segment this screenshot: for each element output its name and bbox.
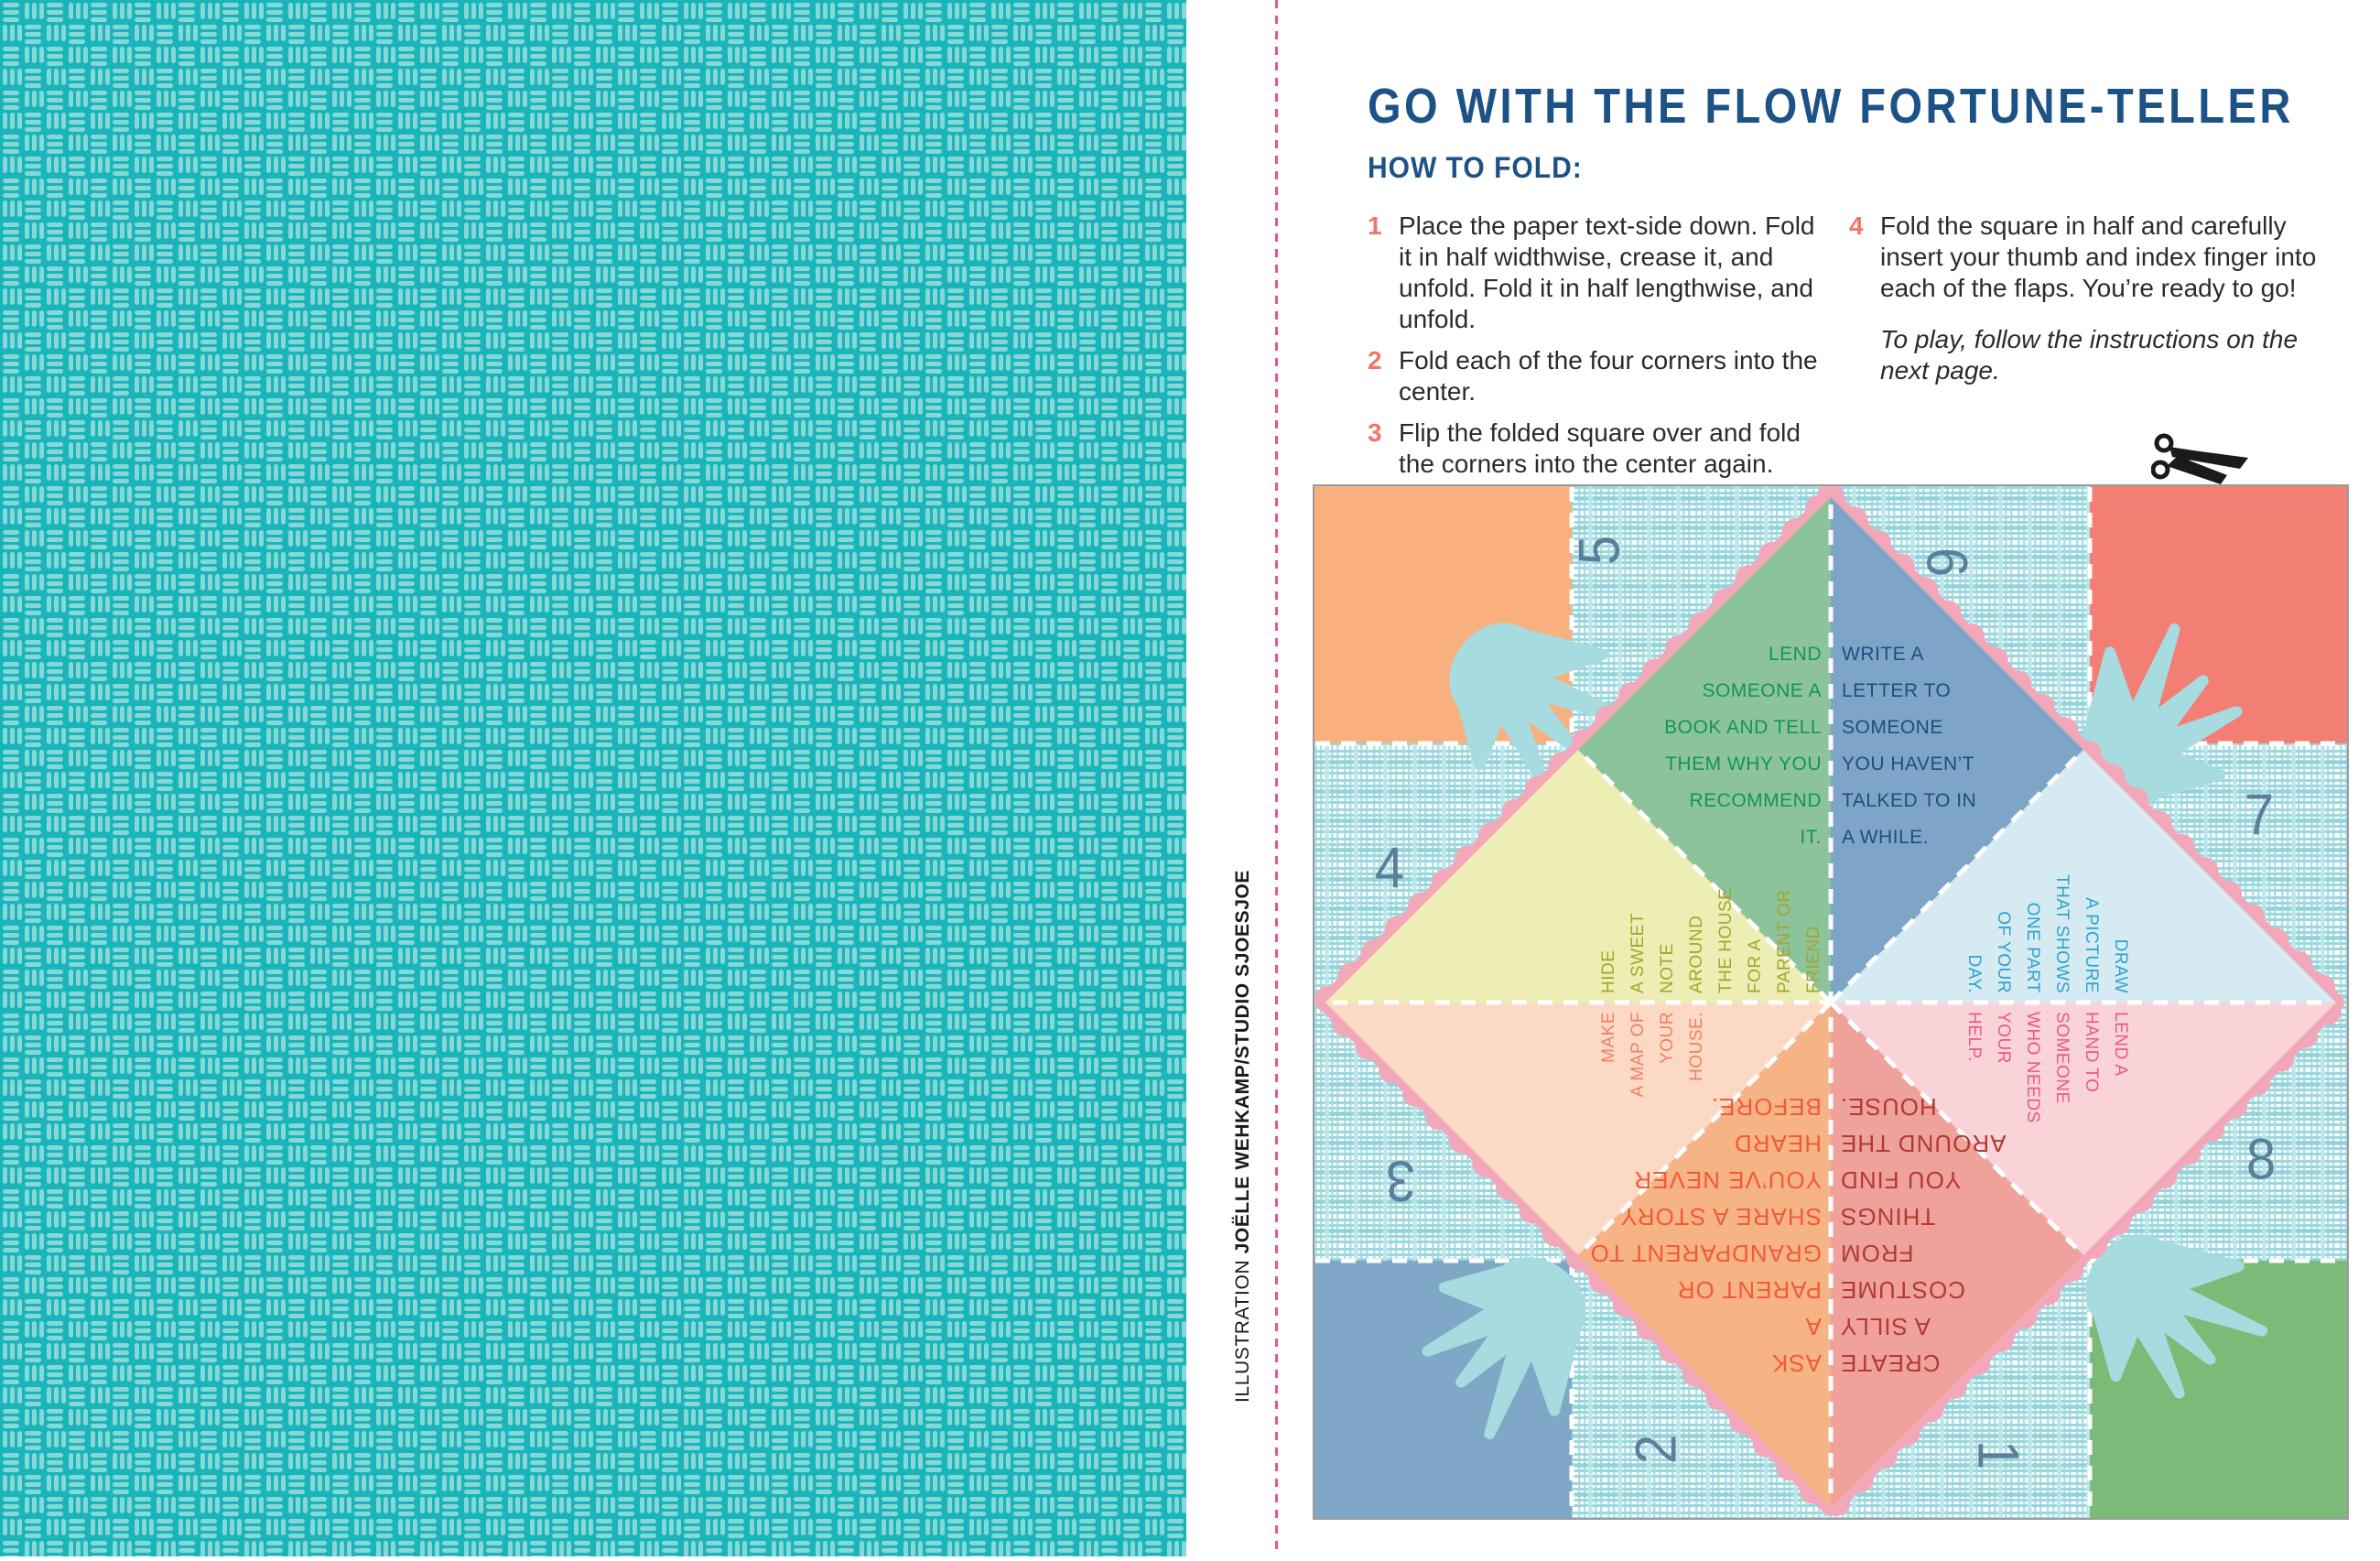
fold-step-4: 4 Fold the square in half and carefully … [1849, 211, 2318, 304]
step-number: 4 [1849, 211, 1864, 240]
prompt-lend-book: LEND SOMEONE A BOOK AND TELL THEM WHY YO… [1664, 644, 1822, 848]
corner-square-top-right [2090, 484, 2349, 743]
credit-name: JOËLLE WEHKAMP/STUDIO SJOESJOE [1232, 869, 1253, 1254]
prompt-hide-note: HIDE A SWEET NOTE AROUND THE HOUSE FOR A… [1599, 887, 1823, 993]
prompt-draw-picture: DRAW A PICTURE THAT SHOWS ONE PART OF YO… [1964, 874, 2130, 993]
cut-guide-dashed-line [1275, 0, 1278, 1556]
section-subtitle: HOW TO FOLD: [1368, 152, 1583, 185]
fold-steps-column-1: 1 Place the paper text-side down. Fold i… [1368, 211, 1820, 490]
triangle-right-top-inner [1831, 750, 2336, 1003]
teal-pattern-page [0, 0, 1186, 1556]
page-title: GO WITH THE FLOW FORTUNE-TELLER [1368, 78, 2294, 134]
play-note: To play, follow the instructions on the … [1880, 325, 2299, 385]
flap-number-6: 6 [1914, 547, 1979, 578]
step-text: Flip the folded square over and fold the… [1399, 418, 1801, 478]
basket-weave-pattern [0, 0, 1186, 1556]
fold-step-1: 1 Place the paper text-side down. Fold i… [1368, 211, 1820, 335]
credit-label: ILLUSTRATION [1232, 1253, 1253, 1403]
diamond-fold-guides [1333, 504, 2329, 1501]
step-text: Place the paper text-side down. Fold it … [1399, 211, 1815, 333]
triangle-bottom-left-outer [1578, 1003, 1831, 1508]
fold-step-3: 3 Flip the folded square over and fold t… [1368, 417, 1820, 480]
flap-number-4: 4 [1374, 836, 1405, 901]
triangle-left-top-inner [1325, 750, 1831, 1003]
flap-number-1: 1 [1965, 1439, 2030, 1470]
flap-number-7: 7 [2244, 783, 2275, 848]
flap-number-2: 2 [1624, 1434, 1689, 1465]
triangle-left-bottom-inner [1325, 1003, 1831, 1255]
fold-steps-column-2: 4 Fold the square in half and carefully … [1849, 211, 2318, 386]
prompt-ask-story: ASK A PARENT OR GRANDPARENT TO SHARE A S… [1589, 1093, 1822, 1377]
flap-number-8: 8 [2245, 1127, 2277, 1192]
prompt-silly-costume: CREATE A SILLY COSTUME FROM THINGS YOU F… [1840, 1093, 2007, 1377]
triangle-top-left-outer [1578, 497, 1831, 1003]
step-number: 1 [1368, 211, 1382, 240]
step-number: 3 [1368, 418, 1382, 447]
step-text: Fold each of the four corners into the c… [1399, 346, 1818, 406]
triangle-bottom-right-outer [1831, 1003, 2083, 1508]
fold-step-2: 2 Fold each of the four corners into the… [1368, 345, 1820, 407]
flap-number-3: 3 [1385, 1148, 1416, 1213]
template-frame [1313, 484, 2349, 1520]
triangle-top-right-outer [1831, 497, 2083, 1003]
prompt-write-letter: WRITE A LETTER TO SOMEONE YOU HAVEN’T TA… [1842, 644, 1977, 848]
step-number: 2 [1368, 346, 1382, 374]
flap-number-5: 5 [1567, 535, 1632, 566]
triangle-right-bottom-inner [1831, 1003, 2336, 1255]
prompt-triangles [1325, 497, 2336, 1508]
step-text: Fold the square in half and carefully in… [1880, 211, 2317, 302]
scissors-icon [2150, 432, 2259, 485]
fortune-teller-template: 5 6 4 7 3 8 2 1 LEND SOMEONE A BOOK AND … [1313, 484, 2349, 1520]
